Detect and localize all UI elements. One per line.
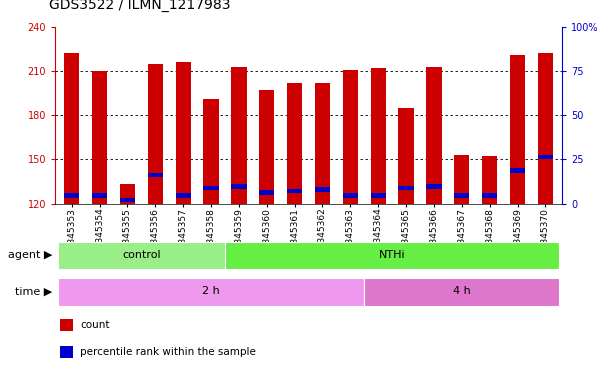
Bar xyxy=(148,64,163,204)
Text: percentile rank within the sample: percentile rank within the sample xyxy=(81,347,256,357)
Bar xyxy=(370,68,386,204)
Bar xyxy=(120,198,135,202)
Bar xyxy=(454,193,469,198)
Bar xyxy=(120,184,135,204)
Bar xyxy=(315,187,330,192)
Bar xyxy=(287,189,302,193)
Text: NTHi: NTHi xyxy=(379,250,406,260)
Bar xyxy=(454,155,469,204)
Text: GDS3522 / ILMN_1217983: GDS3522 / ILMN_1217983 xyxy=(49,0,230,12)
Bar xyxy=(364,278,559,306)
Bar xyxy=(92,193,108,198)
Bar xyxy=(538,155,553,159)
Bar xyxy=(203,186,219,190)
Bar xyxy=(510,168,525,173)
Bar xyxy=(259,190,274,195)
Text: 4 h: 4 h xyxy=(453,286,470,296)
Bar xyxy=(315,83,330,204)
Bar xyxy=(398,186,414,190)
Bar xyxy=(426,184,442,189)
Bar xyxy=(287,83,302,204)
Text: time ▶: time ▶ xyxy=(15,287,52,297)
Bar xyxy=(398,108,414,204)
Text: control: control xyxy=(122,250,161,260)
Bar xyxy=(370,193,386,198)
Text: 2 h: 2 h xyxy=(202,286,220,296)
Bar xyxy=(58,242,225,269)
Bar xyxy=(58,278,364,306)
Bar xyxy=(343,193,358,198)
Bar xyxy=(482,156,497,204)
Bar xyxy=(538,53,553,204)
Text: count: count xyxy=(81,319,110,330)
Bar xyxy=(64,53,79,204)
Bar xyxy=(92,71,108,204)
Bar xyxy=(225,242,559,269)
Bar xyxy=(510,55,525,204)
Bar xyxy=(203,99,219,204)
Bar xyxy=(175,62,191,204)
Text: agent ▶: agent ▶ xyxy=(7,250,52,260)
Bar xyxy=(175,193,191,198)
Bar xyxy=(231,184,247,189)
Bar xyxy=(259,90,274,204)
Bar xyxy=(60,346,73,358)
Bar xyxy=(148,173,163,177)
Bar xyxy=(64,193,79,198)
Bar xyxy=(60,319,73,331)
Bar xyxy=(426,67,442,204)
Bar xyxy=(343,70,358,204)
Bar xyxy=(231,67,247,204)
Bar xyxy=(482,193,497,198)
